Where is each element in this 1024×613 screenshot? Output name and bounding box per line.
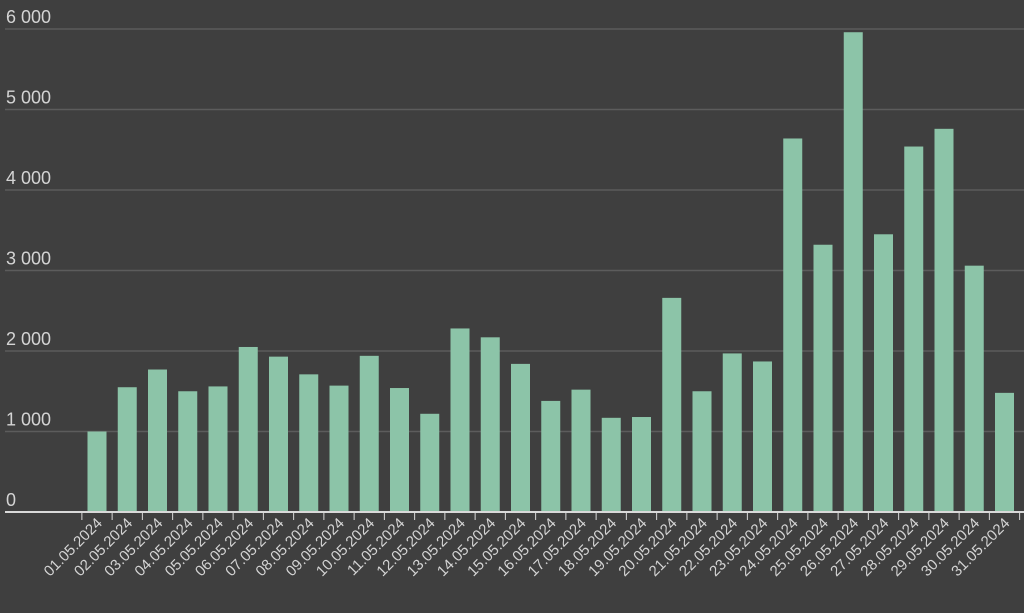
bar xyxy=(601,417,621,512)
bar xyxy=(148,369,167,512)
bar xyxy=(692,391,712,512)
bar xyxy=(541,400,561,512)
bar xyxy=(390,388,409,512)
bar xyxy=(571,389,591,512)
bar xyxy=(934,128,954,512)
bar xyxy=(964,265,984,512)
bar xyxy=(753,361,772,512)
bar xyxy=(299,374,319,512)
bar xyxy=(178,391,198,512)
bar xyxy=(843,32,863,512)
bar xyxy=(329,385,349,512)
bar xyxy=(874,234,893,512)
bar xyxy=(722,353,742,512)
bar xyxy=(511,363,530,512)
y-axis-tick-labels: 0 1 000 2 000 3 000 4 000 5 000 6 000 xyxy=(6,7,51,510)
bar xyxy=(269,356,288,512)
bars xyxy=(87,32,1014,513)
bar xyxy=(904,146,924,512)
bar xyxy=(420,413,440,512)
bar xyxy=(238,346,258,512)
bar xyxy=(632,417,651,512)
bar xyxy=(208,386,228,512)
bar xyxy=(783,138,803,513)
bar xyxy=(662,297,682,512)
y-tick-label: 1 000 xyxy=(6,410,51,430)
y-tick-label: 4 000 xyxy=(6,168,51,188)
x-axis xyxy=(5,511,1024,520)
bar xyxy=(480,337,500,512)
y-tick-label: 2 000 xyxy=(6,329,51,349)
x-axis-tick-labels: 01.05.202402.05.202403.05.202404.05.2024… xyxy=(41,515,1014,580)
y-tick-label: 3 000 xyxy=(6,249,51,269)
bar xyxy=(450,328,470,512)
y-tick-label: 6 000 xyxy=(6,7,51,27)
bar xyxy=(117,387,137,512)
bar xyxy=(87,431,107,512)
bar xyxy=(359,355,379,512)
y-tick-label: 5 000 xyxy=(6,88,51,108)
bar xyxy=(813,244,833,513)
y-tick-label: 0 xyxy=(6,490,16,510)
bar xyxy=(995,392,1014,512)
